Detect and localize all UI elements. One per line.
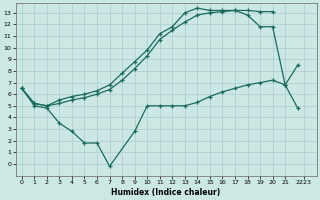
X-axis label: Humidex (Indice chaleur): Humidex (Indice chaleur): [111, 188, 221, 197]
